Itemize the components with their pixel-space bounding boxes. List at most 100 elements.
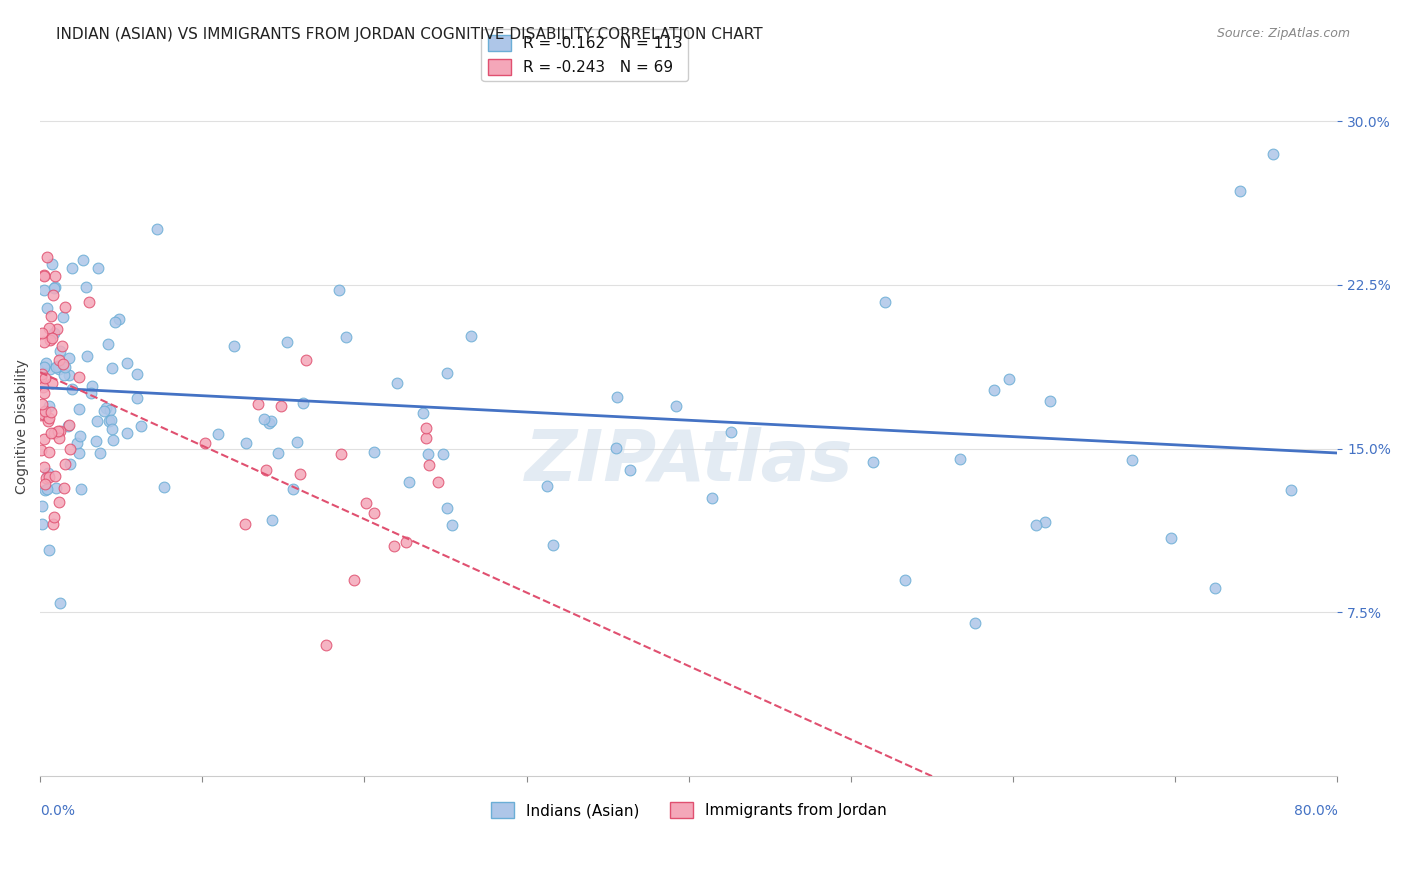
Point <box>72 252 94 267</box>
Point <box>66 436 89 450</box>
Point <box>328 283 350 297</box>
Point <box>97 336 120 351</box>
Point <box>53 359 76 374</box>
Point <box>48 495 70 509</box>
Point <box>117 425 139 440</box>
Point <box>58 368 80 382</box>
Point <box>39 362 62 376</box>
Point <box>207 426 229 441</box>
Point <box>31 326 53 340</box>
Point <box>259 415 281 429</box>
Point <box>96 401 118 415</box>
Point <box>222 338 245 352</box>
Point <box>536 478 558 492</box>
Point <box>32 459 55 474</box>
Point <box>605 441 627 455</box>
Point <box>52 357 75 371</box>
Point <box>46 359 69 374</box>
Point <box>60 382 83 396</box>
Point <box>84 434 107 449</box>
Point <box>260 513 283 527</box>
Point <box>59 442 82 456</box>
Point <box>281 482 304 496</box>
Point <box>32 386 55 401</box>
Point <box>862 455 884 469</box>
Point <box>32 360 55 375</box>
Point <box>32 268 55 283</box>
Point <box>1229 184 1251 198</box>
Point <box>385 376 408 390</box>
Point <box>86 414 108 428</box>
Point <box>415 421 437 435</box>
Point <box>42 326 65 340</box>
Point <box>44 469 66 483</box>
Point <box>247 397 270 411</box>
Point <box>131 419 153 434</box>
Point <box>382 539 405 553</box>
Point <box>416 447 439 461</box>
Point <box>69 429 91 443</box>
Point <box>720 425 742 439</box>
Point <box>125 367 148 381</box>
Point <box>56 419 79 434</box>
Point <box>315 638 337 652</box>
Point <box>146 222 169 236</box>
Point <box>436 366 458 380</box>
Point <box>79 295 101 310</box>
Point <box>31 517 53 532</box>
Point <box>1279 483 1302 497</box>
Point <box>276 334 298 349</box>
Point <box>51 339 73 353</box>
Point <box>270 399 292 413</box>
Point <box>335 330 357 344</box>
Point <box>127 391 149 405</box>
Point <box>37 301 59 315</box>
Point <box>38 400 60 414</box>
Point <box>37 414 59 428</box>
Point <box>35 250 58 264</box>
Point <box>894 573 917 587</box>
Point <box>58 417 80 432</box>
Point <box>38 321 60 335</box>
Point <box>153 480 176 494</box>
Point <box>619 463 641 477</box>
Point <box>35 356 58 370</box>
Point <box>60 260 83 275</box>
Point <box>1039 393 1062 408</box>
Point <box>267 446 290 460</box>
Point <box>32 284 55 298</box>
Point <box>52 481 75 495</box>
Point <box>38 470 60 484</box>
Point <box>69 482 91 496</box>
Point <box>259 416 281 430</box>
Point <box>32 433 55 447</box>
Point <box>34 404 56 418</box>
Text: ZIPAtlas: ZIPAtlas <box>524 427 853 496</box>
Point <box>432 448 454 462</box>
Point <box>31 407 53 421</box>
Point <box>67 370 90 384</box>
Point <box>460 328 482 343</box>
Point <box>963 616 986 631</box>
Point <box>285 434 308 449</box>
Point <box>363 506 385 520</box>
Point <box>42 510 65 524</box>
Point <box>46 424 69 438</box>
Point <box>1033 515 1056 529</box>
Point <box>98 414 121 428</box>
Point <box>1261 146 1284 161</box>
Point <box>98 403 121 417</box>
Point <box>1160 531 1182 545</box>
Point <box>253 412 276 426</box>
Point <box>80 386 103 401</box>
Point <box>48 431 70 445</box>
Point <box>108 311 131 326</box>
Point <box>75 280 97 294</box>
Point <box>235 435 257 450</box>
Point <box>44 268 66 283</box>
Point <box>45 322 67 336</box>
Point <box>35 483 58 497</box>
Point <box>42 517 65 532</box>
Point <box>415 431 437 445</box>
Point <box>38 543 60 558</box>
